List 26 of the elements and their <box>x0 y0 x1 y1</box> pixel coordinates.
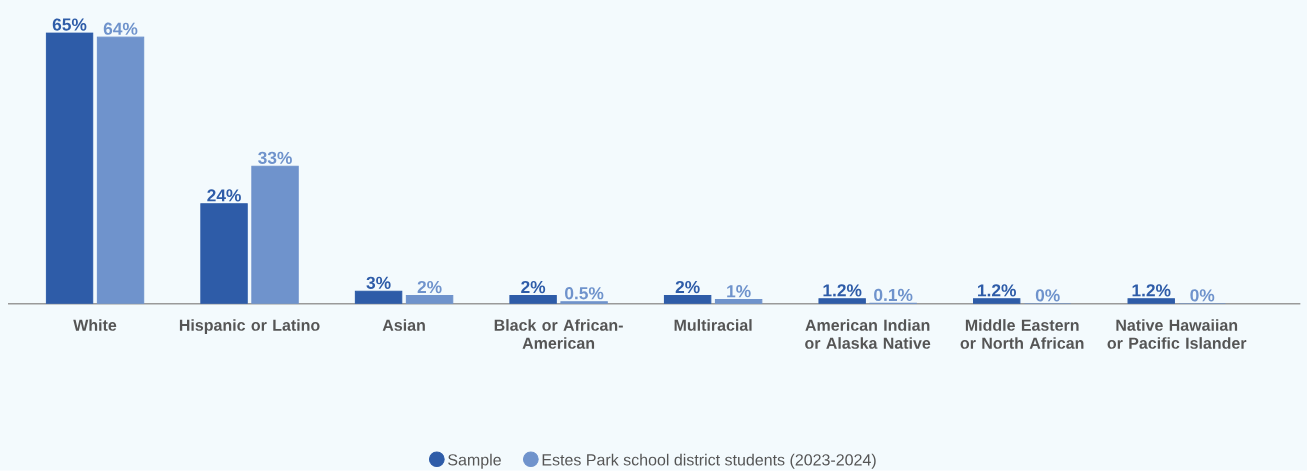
data-label: 3% <box>366 276 391 290</box>
x-tick-label: Middle Eastern or North African <box>960 319 1084 349</box>
data-label: 1% <box>727 285 751 298</box>
legend-label: Estes Park school district students (2023-2024) <box>542 453 876 469</box>
data-label: 2% <box>675 281 700 294</box>
data-label: 24% <box>207 189 241 202</box>
x-tick-label: Asian <box>382 319 425 331</box>
data-label: 65% <box>52 18 87 31</box>
data-label: 0% <box>1035 289 1060 302</box>
data-label: 2% <box>417 281 442 294</box>
data-label: 2% <box>521 281 546 294</box>
x-tick-label: Multiracial <box>674 319 752 331</box>
data-label: 1.2% <box>978 284 1016 297</box>
data-label: 0.5% <box>565 287 604 300</box>
x-tick-label: Native Hawaiian or Pacific Islander <box>1107 319 1247 349</box>
data-label: 64% <box>103 22 138 35</box>
legend-label: Sample <box>448 453 501 469</box>
x-tick-label: Black or African-American <box>494 319 623 349</box>
data-label: 0.1% <box>874 288 913 302</box>
x-tick-label: Hispanic or Latino <box>179 319 320 335</box>
data-label: 1.2% <box>1132 284 1171 297</box>
x-tick-label: American Indian or Alaska Native <box>805 319 931 349</box>
data-label: 0% <box>1190 289 1215 302</box>
data-label: 33% <box>258 151 292 165</box>
data-label: 1.2% <box>823 284 862 297</box>
x-tick-label: White <box>73 319 117 331</box>
